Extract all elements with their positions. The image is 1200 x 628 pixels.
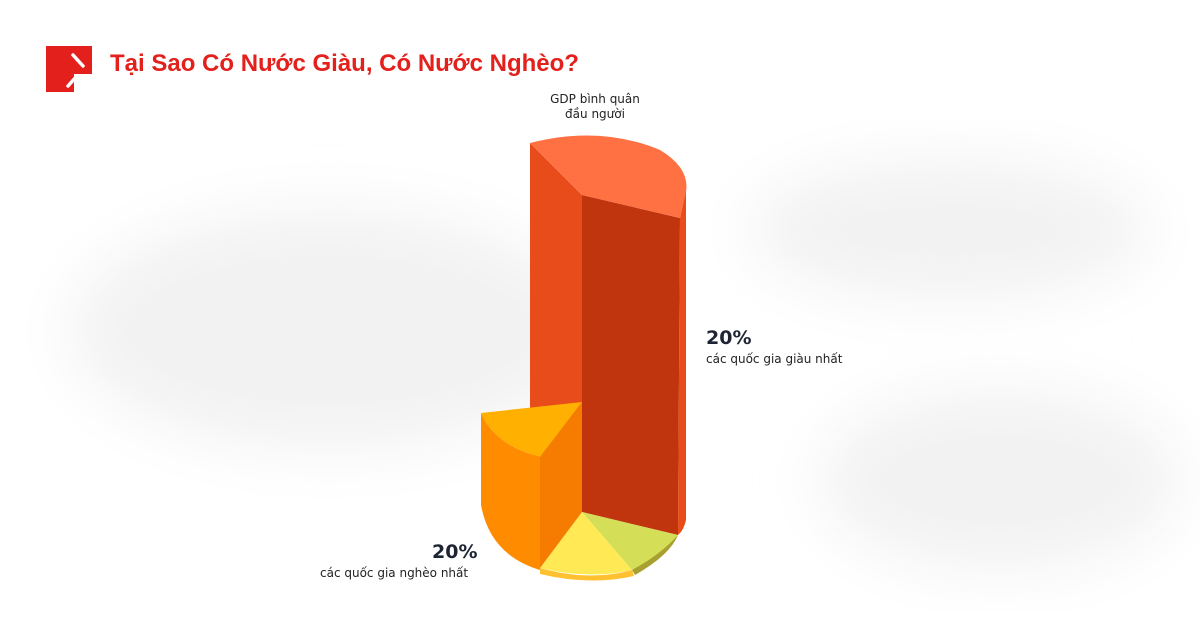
rich-slice-right-edge — [678, 190, 686, 535]
poor-slice-outer-face — [481, 413, 540, 570]
rich-slice-top-face — [530, 135, 687, 218]
yellow-slice — [540, 512, 632, 575]
rich-slice-front-face — [582, 195, 680, 535]
poor-label: các quốc gia nghèo nhất — [320, 566, 469, 580]
brand-logo-icon[interactable] — [46, 46, 92, 92]
yellow-slice-rim — [540, 568, 634, 581]
page-title: Tại Sao Có Nước Giàu, Có Nước Nghèo? — [110, 50, 579, 77]
green-slice — [582, 512, 678, 570]
poor-slice-top-face — [481, 402, 582, 457]
poor-percent: 20% — [432, 541, 478, 563]
gdp-label-line1: GDP bình quân — [550, 92, 640, 106]
poor-slice-inner-face — [540, 402, 582, 568]
gdp-label: GDP bình quân đầu người — [540, 92, 650, 122]
gdp-label-line2: đầu người — [565, 107, 625, 121]
rich-percent: 20% — [706, 327, 752, 349]
rich-label: các quốc gia giàu nhất — [706, 352, 843, 366]
